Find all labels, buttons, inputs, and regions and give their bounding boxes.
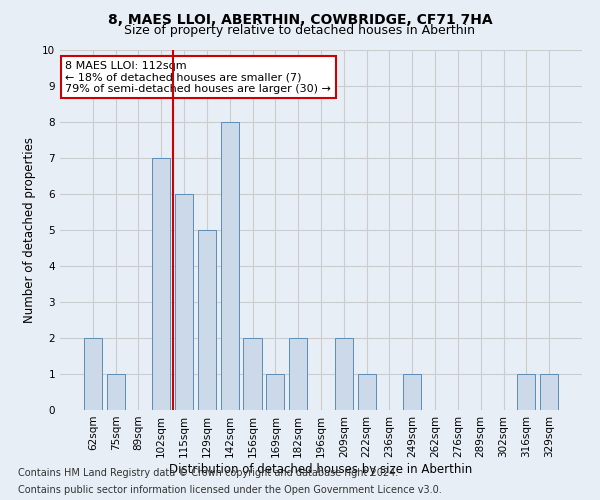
Bar — [84, 338, 102, 410]
Bar — [198, 230, 216, 410]
Bar — [244, 338, 262, 410]
Bar — [403, 374, 421, 410]
Bar — [152, 158, 170, 410]
X-axis label: Distribution of detached houses by size in Aberthin: Distribution of detached houses by size … — [169, 462, 473, 475]
Bar — [517, 374, 535, 410]
Bar — [358, 374, 376, 410]
Bar — [289, 338, 307, 410]
Bar — [175, 194, 193, 410]
Text: Contains public sector information licensed under the Open Government Licence v3: Contains public sector information licen… — [18, 485, 442, 495]
Bar — [221, 122, 239, 410]
Text: 8, MAES LLOI, ABERTHIN, COWBRIDGE, CF71 7HA: 8, MAES LLOI, ABERTHIN, COWBRIDGE, CF71 … — [107, 12, 493, 26]
Bar — [335, 338, 353, 410]
Text: Contains HM Land Registry data © Crown copyright and database right 2024.: Contains HM Land Registry data © Crown c… — [18, 468, 398, 477]
Y-axis label: Number of detached properties: Number of detached properties — [23, 137, 37, 323]
Bar — [107, 374, 125, 410]
Text: 8 MAES LLOI: 112sqm
← 18% of detached houses are smaller (7)
79% of semi-detache: 8 MAES LLOI: 112sqm ← 18% of detached ho… — [65, 61, 331, 94]
Bar — [540, 374, 558, 410]
Text: Size of property relative to detached houses in Aberthin: Size of property relative to detached ho… — [125, 24, 476, 37]
Bar — [266, 374, 284, 410]
